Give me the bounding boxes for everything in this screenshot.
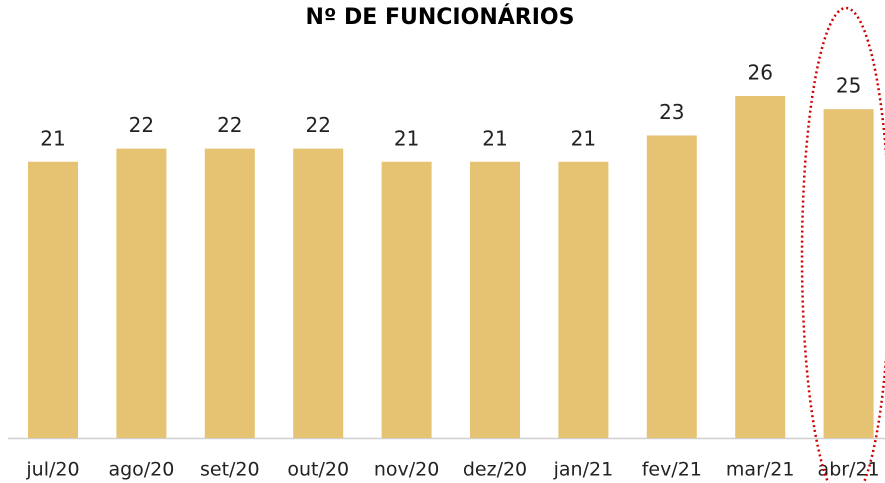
value-label: 21 [40, 126, 65, 150]
value-label: 22 [129, 113, 154, 137]
value-label: 21 [571, 126, 596, 150]
value-label: 21 [482, 126, 507, 150]
x-tick-label: jan/21 [553, 459, 614, 481]
highlight-ellipse [800, 6, 885, 483]
bar [823, 109, 874, 439]
x-tick-label: out/20 [287, 459, 349, 481]
bar [116, 148, 167, 438]
value-label: 23 [659, 100, 684, 124]
x-tick-label: set/20 [200, 459, 260, 481]
value-label: 22 [217, 113, 242, 137]
x-tick-label: fev/21 [642, 459, 702, 481]
chart-title: Nº DE FUNCIONÁRIOS [306, 4, 575, 30]
bar [470, 161, 520, 438]
bar [558, 161, 609, 438]
x-tick-label: abr/21 [818, 459, 880, 481]
bar [28, 161, 78, 438]
x-tick-label: jul/20 [25, 459, 79, 481]
value-label: 22 [305, 113, 330, 137]
bar [646, 135, 697, 438]
bar [735, 96, 786, 438]
x-tick-label: mar/21 [726, 459, 795, 481]
x-tick-label: dez/20 [463, 459, 527, 481]
bar [204, 148, 255, 438]
bar [381, 161, 432, 438]
x-tick-label: ago/20 [108, 459, 174, 481]
value-label: 26 [747, 61, 772, 85]
bar [293, 148, 344, 438]
x-tick-label: nov/20 [374, 459, 440, 481]
value-label: 25 [836, 74, 861, 98]
value-label: 21 [394, 126, 419, 150]
